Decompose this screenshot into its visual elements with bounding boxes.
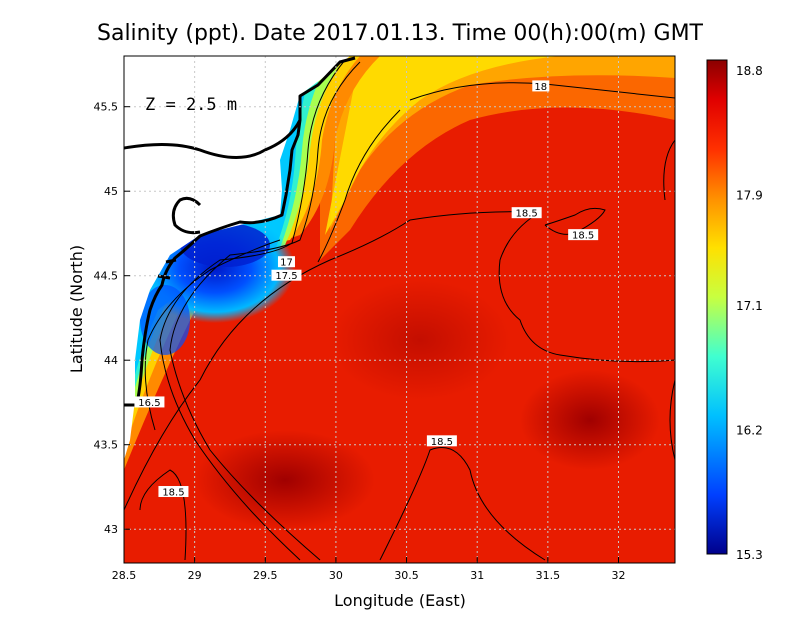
contour-label-bg	[511, 207, 542, 219]
x-tick-label: 30.5	[394, 569, 419, 582]
x-tick-label: 30	[329, 569, 343, 582]
contour-label: 17	[280, 258, 293, 269]
contour-label-bg	[532, 80, 550, 92]
x-tick-label: 29.5	[253, 569, 278, 582]
plot-frame	[123, 55, 676, 564]
y-axis-label: Latitude (North)	[67, 245, 86, 373]
colorbar-ticks: 18.8 17.9 17.1 16.2 15.3	[736, 64, 763, 562]
x-axis-label: Longitude (East)	[334, 591, 466, 610]
colorbar-tick-label: 15.3	[736, 548, 763, 562]
grid-lines	[124, 56, 675, 563]
y-tick-label: 44	[104, 354, 118, 367]
colorbar	[706, 59, 728, 555]
y-tick-label: 44.5	[94, 270, 119, 283]
contour-label-bg	[134, 396, 165, 408]
contour-label-bg	[426, 435, 457, 447]
y-axis: 43 43.5 44 44.5 45 45.5	[94, 101, 130, 536]
contour-label: 18.5	[431, 437, 453, 448]
salinity-field	[124, 56, 675, 563]
contour-label: 18	[534, 82, 547, 93]
contour-label-bg	[277, 256, 295, 268]
colorbar-tick-label: 18.8	[736, 64, 763, 78]
contour-label: 18.5	[572, 231, 594, 242]
colorbar-tick-label: 16.2	[736, 424, 763, 438]
colorbar-tick-label: 17.1	[736, 299, 763, 313]
contour-label-bg	[271, 269, 302, 281]
depth-annotation: Z = 2.5 m	[145, 95, 237, 115]
y-tick-label: 43.5	[94, 439, 119, 452]
x-tick-label: 32	[611, 569, 625, 582]
colorbar-tick-label: 17.9	[736, 188, 763, 202]
contour-label: 16.5	[138, 398, 160, 409]
x-axis: 28.5 29 29.5 30 30.5 31 31.5 32	[112, 557, 625, 582]
y-tick-label: 43	[104, 523, 118, 536]
x-tick-label: 29	[188, 569, 202, 582]
x-tick-label: 31	[470, 569, 484, 582]
contour-label: 18.5	[516, 209, 538, 220]
x-tick-label: 28.5	[112, 569, 137, 582]
chart-title: Salinity (ppt). Date 2017.01.13. Time 00…	[97, 21, 704, 46]
contour-label: 18.5	[162, 488, 184, 499]
contour-label-bg	[158, 486, 189, 498]
x-tick-label: 31.5	[536, 569, 561, 582]
contour-label-bg	[568, 229, 599, 241]
contour-label: 17.5	[275, 271, 297, 282]
y-tick-label: 45	[104, 185, 118, 198]
contour-labels: 18 18.5 18.5 18.5 18.5 17 17.5 16.5	[134, 80, 599, 499]
y-tick-label: 45.5	[94, 101, 119, 114]
